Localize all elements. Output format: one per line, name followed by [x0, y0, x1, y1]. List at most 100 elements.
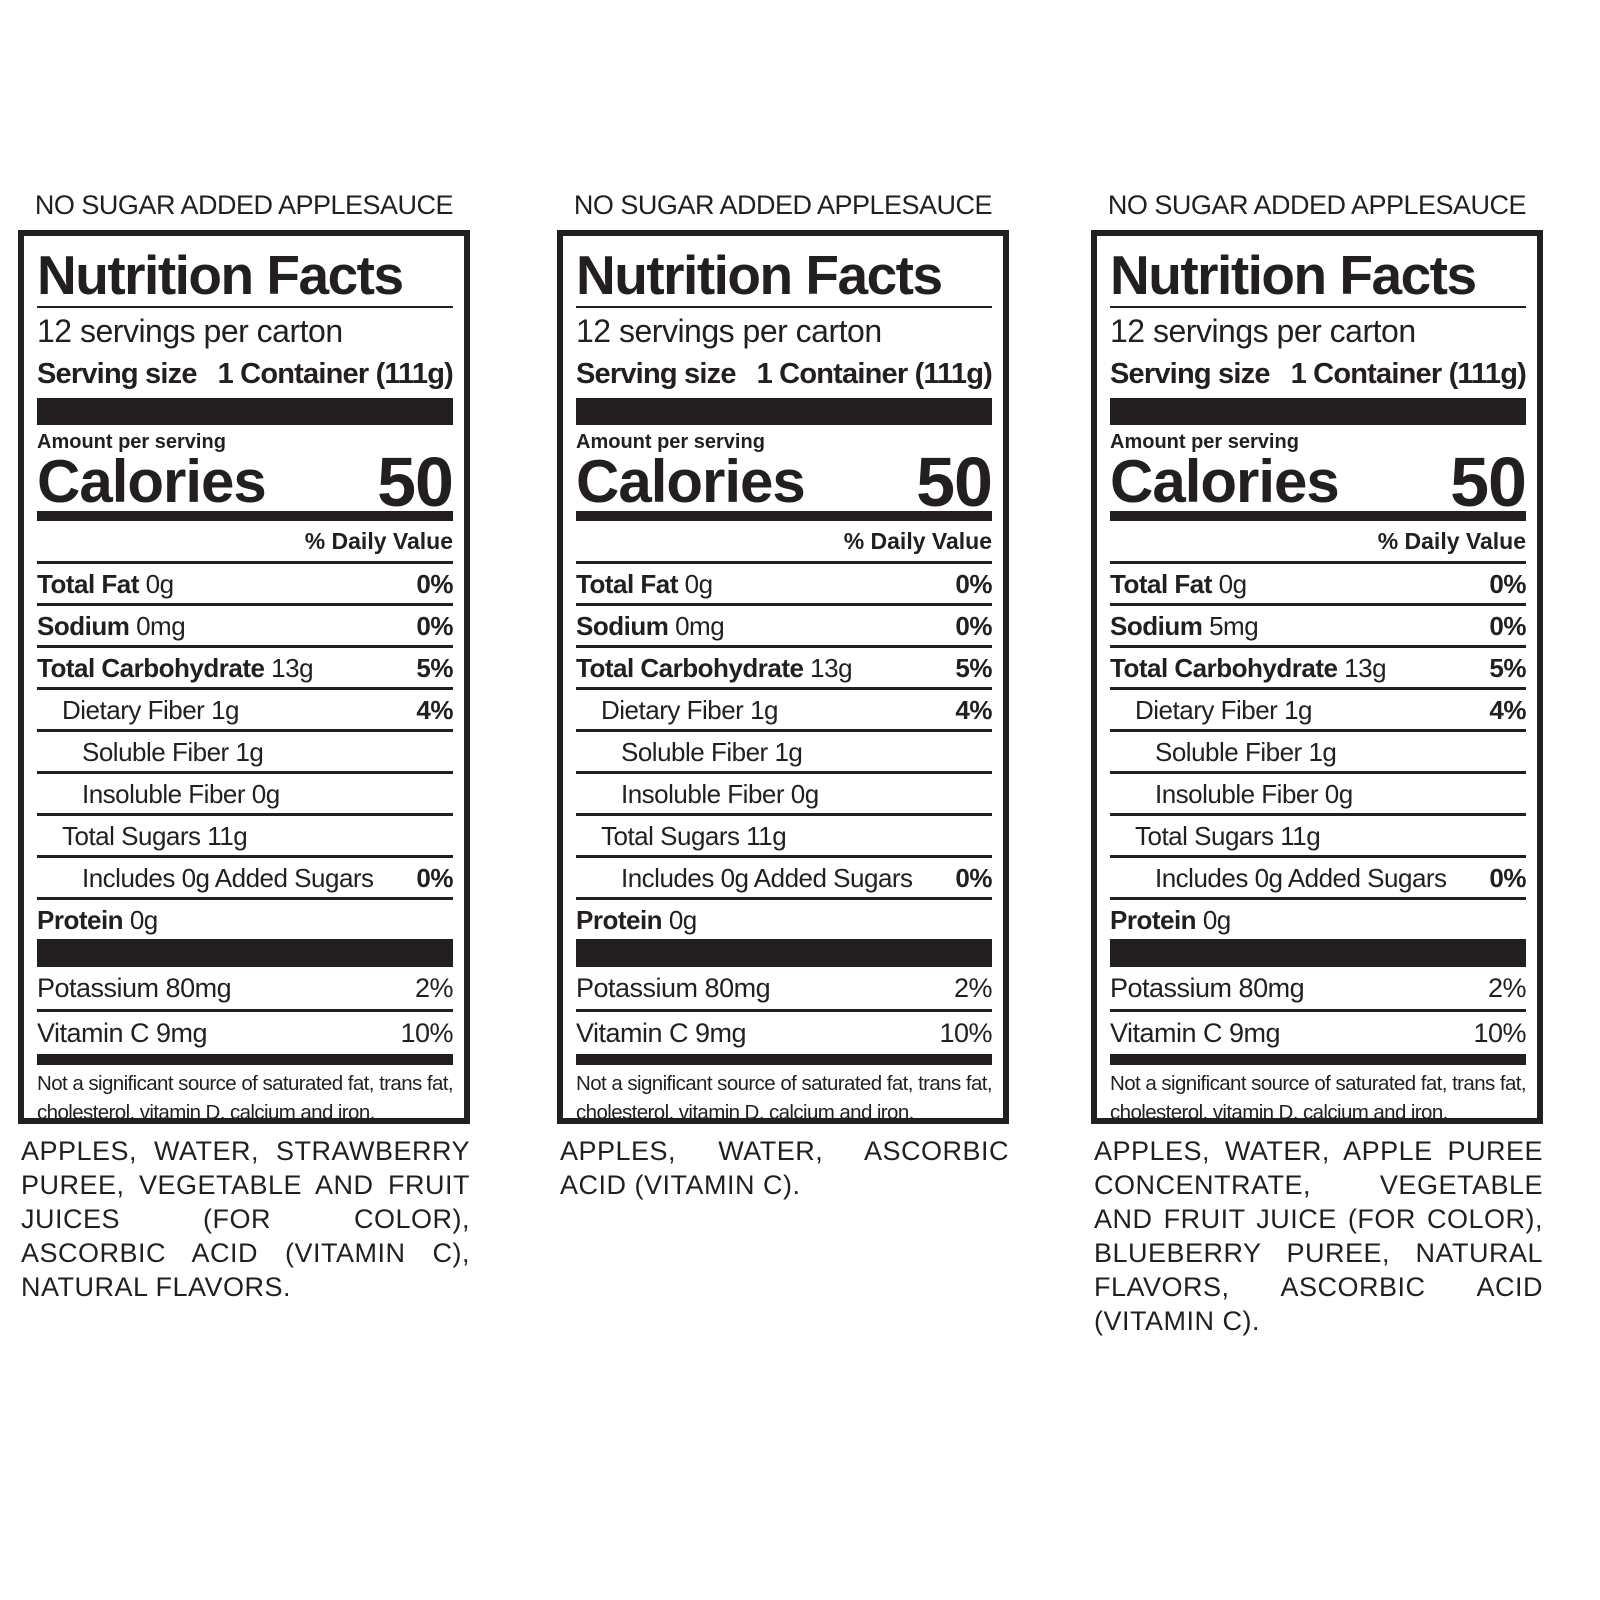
vitamin-name: Vitamin C 9mg: [576, 1018, 747, 1048]
nutrient-amount: 1g: [235, 737, 264, 767]
nutrient-name: Protein: [37, 905, 124, 935]
vitamin-daily-value: 2%: [1487, 973, 1527, 1003]
nutrient-amount: 0g: [145, 569, 174, 599]
nutrient-name: Insoluble Fiber: [1155, 779, 1319, 809]
nutrient-row: Total Carbohydrate 13g 5%: [37, 648, 453, 690]
amount-per-serving: Amount per serving: [576, 431, 765, 453]
nutrient: Dietary Fiber 1g: [576, 690, 778, 729]
nutrient-name: Total Fat: [576, 569, 678, 599]
thick-rule: [37, 939, 453, 967]
nutrient-amount: 1g: [211, 695, 239, 725]
nutrient: Insoluble Fiber 0g: [37, 774, 280, 813]
servings: 12 servings per carton: [576, 313, 882, 349]
nutrient: Sodium 0mg: [576, 606, 725, 645]
nutrient-row: Total Sugars 11g: [37, 816, 453, 858]
calories-label: Calories: [576, 448, 806, 515]
title: Nutrition Facts: [576, 244, 992, 308]
nutrient-amount: 0mg: [675, 611, 725, 641]
nutrient-row: Insoluble Fiber 0g: [37, 774, 453, 816]
ingredients: APPLES, WATER, APPLE PUREE CONCENTRATE, …: [1094, 1136, 1543, 1336]
medium-rule: [576, 1054, 992, 1065]
nutrient-amount: 0g: [790, 779, 819, 809]
medium-rule: [576, 511, 992, 521]
nutrient: Total Fat 0g: [1110, 564, 1247, 603]
nutrient-daily-value: 4%: [1489, 695, 1526, 725]
nutrient-amount: 13g: [810, 653, 853, 683]
nutrient-amount: 0g: [1218, 569, 1247, 599]
thick-rule: [576, 398, 992, 425]
nutrient-daily-value: 0%: [1489, 611, 1526, 641]
nutrition-facts-box: Nutrition Facts 12 servings per carton Ser…: [557, 230, 1009, 1124]
nutrient: Protein 0g: [1110, 900, 1231, 939]
nutrient-amount: 13g: [271, 653, 314, 683]
nutrient-name: Insoluble Fiber: [621, 779, 785, 809]
serving-size-label: Serving size: [1110, 358, 1270, 390]
label-column: NO SUGAR ADDED APPLESAUCE Nutrition Facts…: [1091, 185, 1543, 1338]
vitamin-row: Vitamin C 9mg 10%: [576, 1012, 992, 1054]
nutrient-name: Total Fat: [37, 569, 139, 599]
daily-value-header: % Daily Value: [37, 521, 453, 564]
medium-rule: [1110, 511, 1526, 521]
daily-value-header: % Daily Value: [576, 521, 992, 564]
vitamin-name: Vitamin C 9mg: [37, 1018, 208, 1048]
nutrient-daily-value: 5%: [416, 653, 453, 683]
nutrient: Total Fat 0g: [576, 564, 713, 603]
label-column: NO SUGAR ADDED APPLESAUCE Nutrition Facts…: [18, 185, 470, 1304]
nutrient-name: Sodium: [576, 611, 669, 641]
nutrient-daily-value: 5%: [955, 653, 992, 683]
calories: Calories 50: [576, 443, 993, 521]
calories-label: Calories: [37, 448, 267, 515]
nutrient-amount: 1g: [750, 695, 778, 725]
servings: 12 servings per carton: [1110, 313, 1416, 349]
calories-value: 50: [916, 443, 993, 521]
nutrient-amount: 13g: [1344, 653, 1387, 683]
vitamin-daily-value: 10%: [1473, 1018, 1526, 1048]
calories-value: 50: [377, 443, 454, 521]
title: Nutrition Facts: [37, 244, 453, 308]
nutrient: Dietary Fiber 1g: [1110, 690, 1312, 729]
nutrient-daily-value: 0%: [416, 863, 453, 893]
nutrient-daily-value: 0%: [1489, 569, 1526, 599]
nutrient-row: Insoluble Fiber 0g: [576, 774, 992, 816]
nutrient-row: Dietary Fiber 1g 4%: [37, 690, 453, 732]
label-column: NO SUGAR ADDED APPLESAUCE Nutrition Facts…: [557, 185, 1009, 1202]
nutrient: Dietary Fiber 1g: [37, 690, 239, 729]
nutrient-name: Insoluble Fiber: [82, 779, 246, 809]
nutrient-name: Total Sugars: [62, 821, 201, 851]
nutrient: Total Carbohydrate 13g: [576, 648, 853, 687]
vitamin-row: Vitamin C 9mg 10%: [37, 1012, 453, 1054]
nutrient-amount: 0g: [668, 905, 697, 935]
calories: Calories 50: [37, 443, 454, 521]
nutrient: Total Sugars 11g: [576, 816, 787, 855]
nutrient-row: Sodium 5mg 0%: [1110, 606, 1526, 648]
thick-rule: [1110, 398, 1526, 425]
nutrient-name: Total Sugars: [601, 821, 740, 851]
nutrient: Total Sugars 11g: [37, 816, 248, 855]
nutrient-row: Total Sugars 11g: [576, 816, 992, 858]
amount-per-serving: Amount per serving: [1110, 431, 1299, 453]
nutrient-row: Protein 0g: [576, 900, 992, 939]
footnote: Not a significant source of saturated fa…: [576, 1072, 993, 1124]
nutrient-amount: 0g: [129, 905, 158, 935]
nutrient: Total Sugars 11g: [1110, 816, 1321, 855]
vitamin-daily-value: 10%: [939, 1018, 992, 1048]
nutrient-amount: 5mg: [1209, 611, 1259, 641]
nutrient-name: Dietary Fiber: [601, 695, 744, 725]
serving-size-value: 1 Container (111g): [756, 358, 993, 390]
thick-rule: [37, 398, 453, 425]
nutrient: Insoluble Fiber 0g: [1110, 774, 1353, 813]
title: Nutrition Facts: [1110, 244, 1526, 308]
nutrient-row: Protein 0g: [37, 900, 453, 939]
nutrient-name: Includes 0g Added Sugars: [82, 863, 374, 893]
serving-size-value: 1 Container (111g): [1290, 358, 1527, 390]
nutrient-name: Soluble Fiber: [82, 737, 229, 767]
serving-size: Serving size 1 Container (111g): [1110, 354, 1527, 394]
nutrient: Includes 0g Added Sugars: [576, 858, 913, 897]
nutrient-row: Insoluble Fiber 0g: [1110, 774, 1526, 816]
nutrient-name: Sodium: [37, 611, 130, 641]
nutrient: Total Carbohydrate 13g: [37, 648, 314, 687]
serving-size-label: Serving size: [576, 358, 736, 390]
footnote: Not a significant source of saturated fa…: [37, 1072, 454, 1124]
nutrient-amount: 1g: [1284, 695, 1312, 725]
nutrient: Includes 0g Added Sugars: [37, 858, 374, 897]
